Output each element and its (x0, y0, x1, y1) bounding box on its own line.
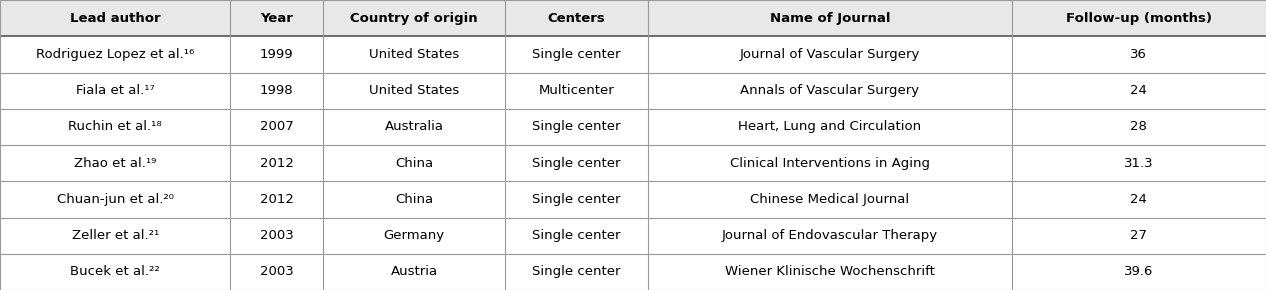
Text: 2003: 2003 (260, 229, 294, 242)
Text: 27: 27 (1131, 229, 1147, 242)
Text: Rodriguez Lopez et al.¹⁶: Rodriguez Lopez et al.¹⁶ (35, 48, 195, 61)
Bar (0, 72, 1266, 109)
Bar (0, 218, 1266, 254)
Text: Ruchin et al.¹⁸: Ruchin et al.¹⁸ (68, 120, 162, 133)
Text: Heart, Lung and Circulation: Heart, Lung and Circulation (738, 120, 922, 133)
Text: Year: Year (261, 12, 292, 25)
Text: United States: United States (368, 48, 460, 61)
Text: 1998: 1998 (260, 84, 294, 97)
Text: 2007: 2007 (260, 120, 294, 133)
Text: Bucek et al.²²: Bucek et al.²² (71, 265, 160, 278)
Text: Clinical Interventions in Aging: Clinical Interventions in Aging (730, 157, 929, 170)
Text: China: China (395, 157, 433, 170)
Text: Annals of Vascular Surgery: Annals of Vascular Surgery (741, 84, 919, 97)
Text: 2012: 2012 (260, 193, 294, 206)
Text: 2003: 2003 (260, 265, 294, 278)
Text: 24: 24 (1131, 84, 1147, 97)
Text: Zeller et al.²¹: Zeller et al.²¹ (72, 229, 158, 242)
Text: Lead author: Lead author (70, 12, 161, 25)
Text: 31.3: 31.3 (1124, 157, 1153, 170)
Text: Country of origin: Country of origin (351, 12, 477, 25)
Text: Journal of Endovascular Therapy: Journal of Endovascular Therapy (722, 229, 938, 242)
Text: 2012: 2012 (260, 157, 294, 170)
Text: Single center: Single center (533, 48, 620, 61)
Text: Multicenter: Multicenter (539, 84, 614, 97)
Text: 36: 36 (1131, 48, 1147, 61)
Text: Wiener Klinische Wochenschrift: Wiener Klinische Wochenschrift (725, 265, 934, 278)
Text: Name of Journal: Name of Journal (770, 12, 890, 25)
Bar (0, 145, 1266, 181)
Bar (0, 36, 1266, 72)
Text: 28: 28 (1131, 120, 1147, 133)
Text: Journal of Vascular Surgery: Journal of Vascular Surgery (739, 48, 920, 61)
Text: Australia: Australia (385, 120, 443, 133)
Text: 1999: 1999 (260, 48, 294, 61)
Text: Germany: Germany (384, 229, 444, 242)
Text: Single center: Single center (533, 157, 620, 170)
Text: Chinese Medical Journal: Chinese Medical Journal (751, 193, 909, 206)
Bar (0, 0, 1266, 36)
Bar (0, 109, 1266, 145)
Text: Zhao et al.¹⁹: Zhao et al.¹⁹ (73, 157, 157, 170)
Text: Chuan-jun et al.²⁰: Chuan-jun et al.²⁰ (57, 193, 173, 206)
Text: Single center: Single center (533, 265, 620, 278)
Text: Single center: Single center (533, 120, 620, 133)
Text: Austria: Austria (390, 265, 438, 278)
Text: 39.6: 39.6 (1124, 265, 1153, 278)
Text: 24: 24 (1131, 193, 1147, 206)
Text: Single center: Single center (533, 229, 620, 242)
Text: United States: United States (368, 84, 460, 97)
Text: Fiala et al.¹⁷: Fiala et al.¹⁷ (76, 84, 154, 97)
Text: Centers: Centers (548, 12, 605, 25)
Bar (0, 181, 1266, 218)
Bar (0, 254, 1266, 290)
Text: Follow-up (months): Follow-up (months) (1066, 12, 1212, 25)
Text: Single center: Single center (533, 193, 620, 206)
Text: China: China (395, 193, 433, 206)
